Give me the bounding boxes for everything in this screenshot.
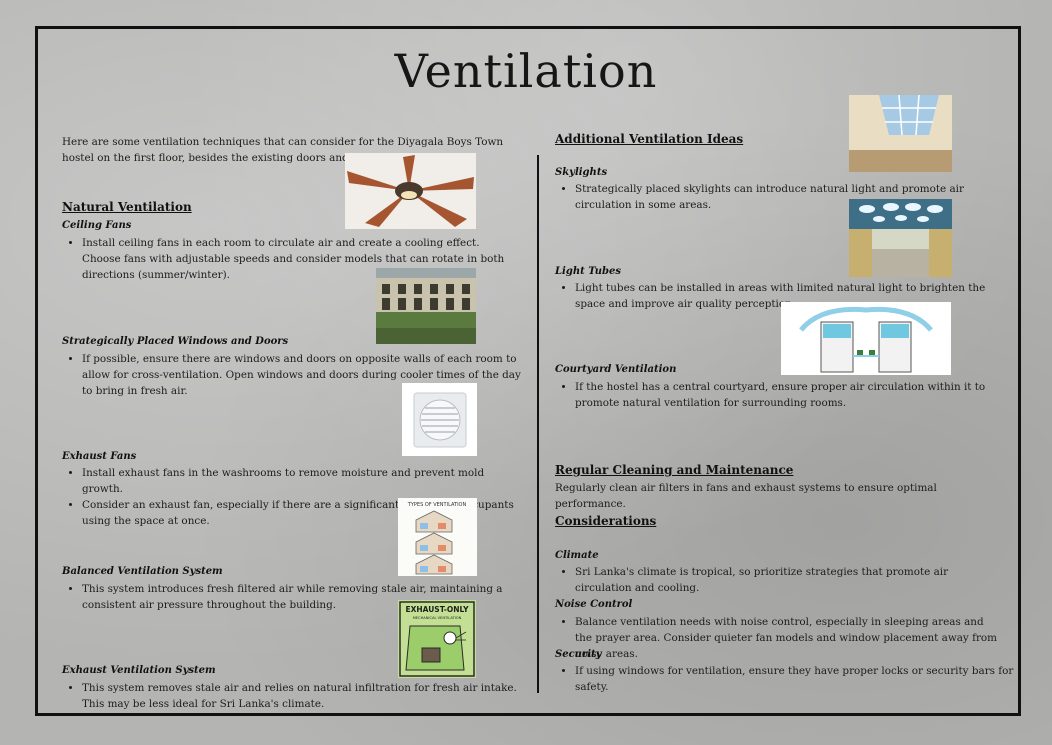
courtyard-title: Courtyard Ventilation [555,364,677,375]
security-list: If using windows for ventilation, ensure… [555,663,1015,695]
noise-list: Balance ventilation needs with noise con… [555,614,1000,662]
list-item: If the hostel has a central courtyard, e… [575,379,1000,411]
courtyard-building-photo [376,268,476,344]
security-title: Security [555,649,602,660]
list-item: Install ceiling fans in each room to cir… [82,235,512,283]
balanced-title: Balanced Ventilation System [62,566,223,577]
maintenance-text: Regularly clean air filters in fans and … [555,482,937,510]
list-item: If possible, ensure there are windows an… [82,351,524,399]
diagram-title: EXHAUST-ONLY [405,605,469,614]
exhaust-fan-photo [402,383,477,456]
climate-title: Climate [555,550,599,561]
list-item: This system introduces fresh filtered ai… [82,581,524,613]
courtyard-list: If the hostel has a central courtyard, e… [555,379,1000,411]
considerations-heading: Considerations [555,514,657,528]
diagram-caption: TYPES OF VENTILATION [407,502,467,508]
exhaust-system-title: Exhaust Ventilation System [62,665,216,676]
exhaust-only-diagram: EXHAUST-ONLY MECHANICAL VENTILATION [398,600,476,678]
additional-ideas-heading: Additional Ventilation Ideas [555,132,744,146]
page-border [35,26,1021,716]
page-title: Ventilation [394,44,658,98]
noise-title: Noise Control [555,599,633,610]
list-item: Strategically placed skylights can intro… [575,181,1000,213]
light-tube-photo [849,199,952,277]
list-item: Balance ventilation needs with noise con… [575,614,1000,662]
courtyard-ventilation-diagram [781,302,951,375]
natural-ventilation-heading: Natural Ventilation [62,200,192,214]
light-tubes-title: Light Tubes [555,266,621,277]
skylights-title: Skylights [555,167,608,178]
list-item: If using windows for ventilation, ensure… [575,663,1015,695]
list-item: Sri Lanka's climate is tropical, so prio… [575,564,1000,596]
list-item: This system removes stale air and relies… [82,680,517,712]
maintenance-heading: Regular Cleaning and Maintenance [555,463,794,477]
intro-text: Here are some ventilation techniques tha… [62,136,504,164]
list-item: Install exhaust fans in the washrooms to… [82,465,517,497]
list-item: Light tubes can be installed in areas wi… [575,280,1000,312]
exhaust-system-list: This system removes stale air and relies… [62,680,517,712]
ceiling-fans-list: Install ceiling fans in each room to cir… [62,235,512,283]
types-of-ventilation-diagram: TYPES OF VENTILATION [398,498,477,576]
skylights-list: Strategically placed skylights can intro… [555,181,1000,213]
ceiling-fan-photo [345,153,476,229]
skylight-photo [849,95,952,172]
balanced-list: This system introduces fresh filtered ai… [62,581,524,613]
ceiling-fans-title: Ceiling Fans [62,220,132,231]
windows-doors-list: If possible, ensure there are windows an… [62,351,524,399]
windows-doors-title: Strategically Placed Windows and Doors [62,336,289,347]
exhaust-fans-title: Exhaust Fans [62,451,137,462]
light-tubes-list: Light tubes can be installed in areas wi… [555,280,1000,312]
diagram-subtitle: MECHANICAL VENTILATION [413,616,462,620]
column-divider [537,155,539,693]
climate-list: Sri Lanka's climate is tropical, so prio… [555,564,1000,596]
